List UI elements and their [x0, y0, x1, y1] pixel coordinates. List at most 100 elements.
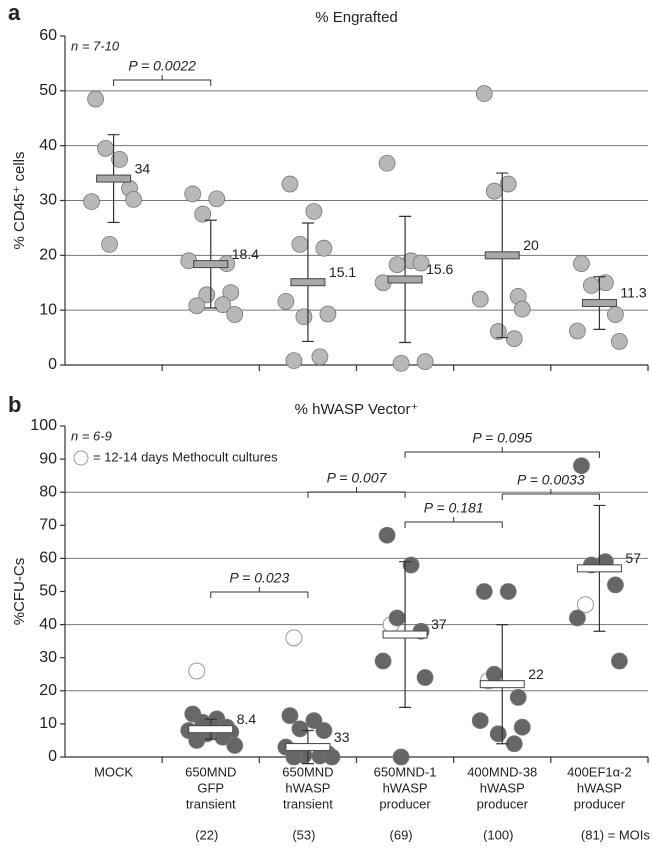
point: [285, 748, 303, 766]
moi-label: (22): [195, 827, 218, 842]
point: [291, 235, 309, 253]
mean-bar: [581, 299, 617, 308]
p-value-label: P = 0.181: [424, 500, 484, 516]
point: [222, 284, 240, 302]
mean-bar: [479, 680, 525, 689]
point: [611, 333, 628, 350]
mean-label: 57: [625, 550, 641, 566]
mean-bar: [484, 251, 520, 260]
point: [97, 140, 114, 157]
point: [392, 748, 410, 766]
x-category-label: transient: [283, 796, 333, 811]
y-tick-label: 40: [39, 616, 57, 633]
panel-label: a: [8, 0, 21, 25]
x-category-label: 650MND-1: [374, 764, 437, 779]
y-tick-label: 90: [39, 450, 57, 467]
point: [499, 175, 517, 193]
mean-bar: [96, 174, 132, 183]
y-tick-label: 30: [39, 649, 57, 666]
point: [499, 583, 517, 600]
point: [378, 526, 396, 544]
point: [277, 292, 295, 310]
mean-label: 20: [523, 237, 539, 253]
point: [305, 203, 323, 220]
point: [305, 712, 323, 729]
point: [214, 296, 232, 314]
chart-title: % hWASP Vector⁺: [295, 401, 419, 418]
point: [315, 722, 333, 739]
point: [378, 154, 396, 172]
significance-bracket: [404, 517, 503, 528]
point: [295, 308, 313, 326]
point: [513, 718, 531, 736]
mean-label: 8.4: [237, 711, 257, 727]
p-value-label: P = 0.0033: [517, 472, 585, 488]
point: [319, 305, 337, 323]
y-tick-label: 10: [39, 301, 57, 318]
significance-bracket: [307, 487, 406, 498]
mean-label: 37: [431, 616, 447, 632]
mean-label: 11.3: [620, 285, 646, 301]
point: [416, 669, 434, 686]
x-category-label: 650MND: [185, 764, 236, 779]
y-tick-label: 20: [39, 247, 57, 264]
p-value-label: P = 0.095: [472, 430, 532, 446]
point: [323, 748, 341, 766]
point: [607, 576, 624, 594]
point: [208, 190, 226, 208]
point: [392, 354, 410, 372]
point: [573, 457, 590, 475]
point: [285, 352, 303, 370]
point: [471, 712, 489, 729]
point: [388, 256, 406, 274]
point: [184, 185, 202, 203]
y-tick-label: 0: [48, 356, 57, 373]
p-value-label: P = 0.007: [327, 470, 388, 486]
moi-label: (81) = MOIs: [581, 827, 650, 842]
mean-label: 15.6: [426, 261, 453, 277]
x-category-label: producer: [477, 796, 529, 811]
point: [291, 720, 309, 738]
mean-bar: [290, 278, 326, 287]
y-axis-label: % CD45⁺ cells: [11, 152, 28, 250]
point: [194, 205, 212, 223]
x-category-label: hWASP: [480, 780, 525, 795]
legend-open-marker: [73, 450, 89, 466]
point: [573, 255, 590, 272]
x-category-label: MOCK: [94, 764, 133, 779]
point: [475, 85, 493, 102]
x-category-label: 400EF1α-2: [567, 764, 632, 779]
x-category-label: producer: [379, 796, 431, 811]
p-value-label: P = 0.023: [229, 570, 289, 586]
moi-label: (100): [483, 827, 513, 842]
mean-label: 18.4: [232, 246, 259, 262]
open-point: [285, 629, 303, 647]
point: [111, 150, 128, 168]
point: [188, 732, 206, 749]
point: [509, 689, 527, 706]
point: [226, 306, 244, 323]
y-tick-label: 100: [30, 417, 57, 434]
significance-bracket: [210, 587, 309, 598]
mean-label: 34: [135, 160, 151, 176]
y-tick-label: 30: [39, 192, 57, 209]
point: [505, 735, 523, 753]
x-category-label: 650MND: [282, 764, 333, 779]
point: [226, 737, 244, 754]
x-category-label: transient: [186, 796, 236, 811]
x-category-label: hWASP: [577, 780, 622, 795]
point: [374, 652, 392, 670]
point: [188, 297, 206, 315]
y-tick-label: 60: [39, 27, 57, 44]
point: [101, 235, 118, 253]
point: [485, 665, 503, 683]
point: [402, 556, 420, 574]
point: [611, 652, 628, 670]
point: [388, 609, 406, 627]
point: [281, 707, 299, 725]
legend-open-label: = 12-14 days Methocult cultures: [93, 449, 278, 464]
y-tick-label: 40: [39, 137, 57, 154]
sample-size-note: n = 7-10: [71, 38, 120, 53]
point: [125, 191, 142, 208]
